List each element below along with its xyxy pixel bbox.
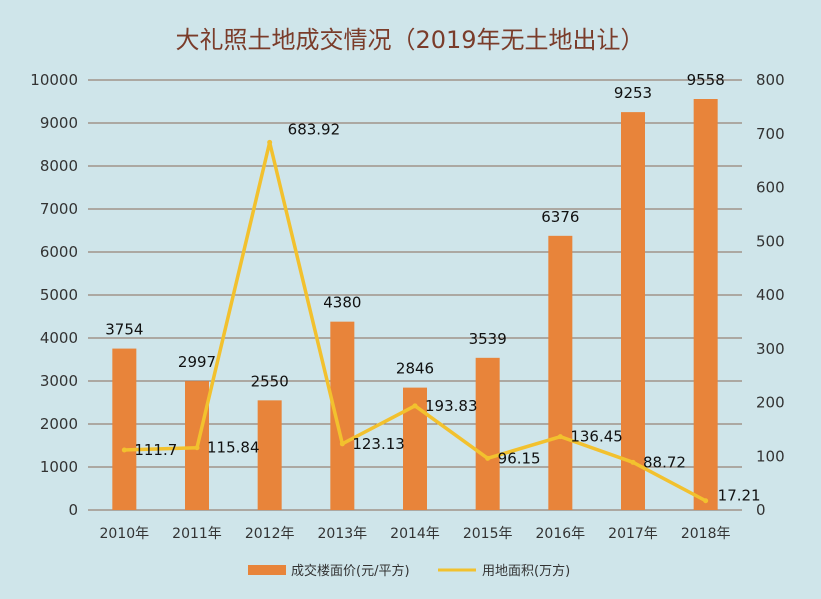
chart-title: 大礼照土地成交情况（2019年无土地出让） [175, 26, 644, 54]
x-tick-label: 2017年 [608, 526, 658, 542]
x-tick-label: 2014年 [390, 526, 440, 542]
bar-value-label: 9253 [614, 84, 652, 102]
line-point [194, 445, 200, 451]
y-right-tick-label: 300 [756, 340, 785, 358]
line-value-label: 17.21 [718, 487, 761, 505]
x-tick-label: 2010年 [100, 526, 150, 542]
legend-swatch-bar [248, 565, 286, 575]
line-point [485, 455, 491, 461]
line-point [267, 139, 273, 145]
y-right-tick-label: 100 [756, 447, 785, 465]
bar-value-label: 4380 [323, 294, 361, 312]
y-right-tick-label: 700 [756, 125, 785, 143]
bar-value-label: 2846 [396, 360, 434, 378]
line-value-label: 96.15 [498, 449, 541, 467]
x-tick-label: 2011年 [172, 526, 222, 542]
line-value-label: 683.92 [288, 120, 341, 138]
y-left-tick-label: 9000 [40, 114, 78, 132]
legend: 成交楼面价(元/平方) 用地面积(万方) [248, 563, 570, 579]
y-right-tick-label: 200 [756, 394, 785, 412]
x-tick-label: 2018年 [681, 526, 731, 542]
y-right-tick-label: 800 [756, 71, 785, 89]
bar [257, 400, 282, 510]
bars [112, 99, 718, 511]
bar-value-label: 3754 [105, 321, 143, 339]
bar-value-label: 6376 [541, 208, 579, 226]
line-point [412, 403, 418, 409]
data-labels: 3754 2997 2550 4380 2846 3539 6376 9253 9558 111.… [105, 71, 760, 505]
line-point [121, 447, 127, 453]
bar-value-label: 3539 [469, 330, 507, 348]
line-value-label: 111.7 [134, 441, 177, 459]
y-left-tick-label: 6000 [40, 243, 78, 261]
y-left-tick-label: 1000 [40, 458, 78, 476]
y-right-tick-label: 0 [756, 501, 766, 519]
y-left-tick-label: 8000 [40, 157, 78, 175]
line-layer [121, 139, 709, 504]
line-value-label: 88.72 [643, 453, 686, 471]
line-value-label: 193.83 [425, 397, 478, 415]
line-value-label: 136.45 [570, 428, 623, 446]
bar-value-label: 2550 [251, 372, 289, 390]
x-tick-label: 2013年 [318, 526, 368, 542]
y-left-tick-label: 2000 [40, 415, 78, 433]
y-right-tick-label: 400 [756, 286, 785, 304]
line-point [339, 441, 345, 447]
bar [621, 112, 645, 510]
x-tick-label: 2016年 [536, 526, 586, 542]
y-left-tick-label: 4000 [40, 329, 78, 347]
legend-label-line: 用地面积(万方) [482, 563, 570, 579]
y-left-tick-label: 10000 [30, 71, 78, 89]
bar [112, 348, 137, 510]
line-value-label: 123.13 [352, 435, 405, 453]
x-tick-label: 2012年 [245, 526, 295, 542]
bar-value-label: 2997 [178, 353, 216, 371]
y-right-tick-label: 600 [756, 179, 785, 197]
bar [475, 357, 500, 510]
axes: 0100020003000400050006000700080009000100… [30, 71, 784, 542]
y-left-tick-label: 0 [68, 501, 78, 519]
line-value-label: 115.84 [207, 439, 260, 457]
legend-label-bar: 成交楼面价(元/平方) [291, 563, 410, 579]
y-left-tick-label: 7000 [40, 200, 78, 218]
y-left-tick-label: 5000 [40, 286, 78, 304]
bar-value-label: 9558 [687, 71, 725, 89]
bar [548, 235, 573, 510]
bar [693, 99, 718, 511]
line-point [557, 434, 563, 440]
x-tick-label: 2015年 [463, 526, 513, 542]
y-left-tick-label: 3000 [40, 372, 78, 390]
line-point [703, 498, 709, 504]
y-right-tick-label: 500 [756, 232, 785, 250]
line-point [630, 459, 636, 465]
